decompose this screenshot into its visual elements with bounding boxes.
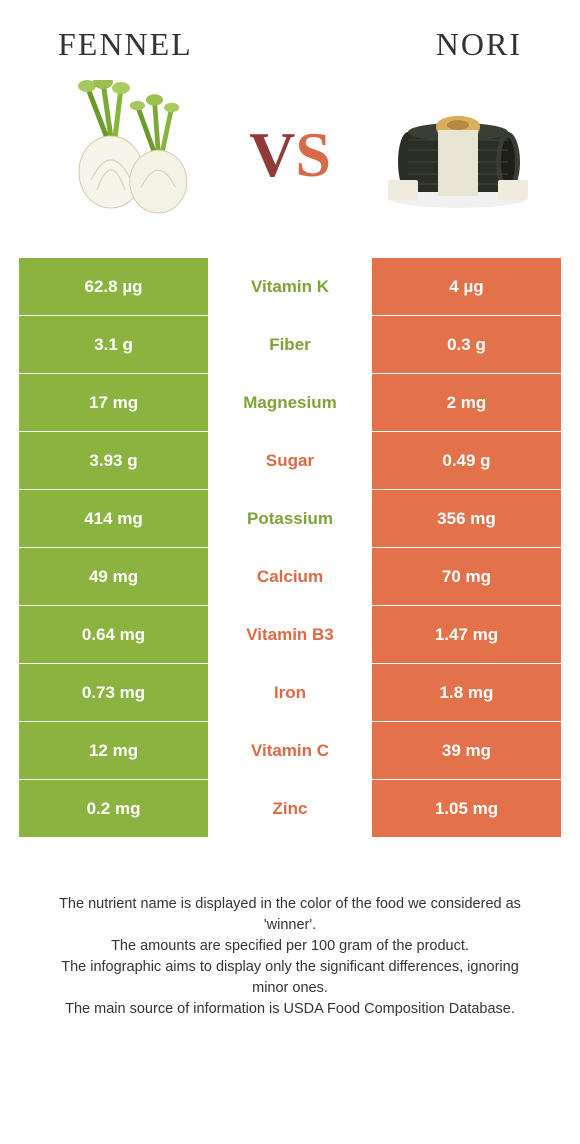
table-row: 414 mgPotassium356 mg — [19, 490, 562, 548]
footer-line-2: The amounts are specified per 100 gram o… — [44, 936, 536, 957]
footer-line-4: The main source of information is USDA F… — [44, 999, 536, 1020]
nutrient-label: Zinc — [209, 780, 372, 838]
right-value: 4 µg — [371, 258, 561, 316]
table-row: 12 mgVitamin C39 mg — [19, 722, 562, 780]
left-value: 62.8 µg — [19, 258, 209, 316]
nutrient-label: Vitamin B3 — [209, 606, 372, 664]
nutrient-label: Vitamin K — [209, 258, 372, 316]
nutrient-label: Vitamin C — [209, 722, 372, 780]
right-value: 39 mg — [371, 722, 561, 780]
left-value: 0.73 mg — [19, 664, 209, 722]
nutrient-label: Fiber — [209, 316, 372, 374]
left-value: 0.2 mg — [19, 780, 209, 838]
left-value: 0.64 mg — [19, 606, 209, 664]
left-value: 17 mg — [19, 374, 209, 432]
vs-label: VS — [249, 118, 331, 192]
nutrient-label: Magnesium — [209, 374, 372, 432]
right-title: NORI — [436, 26, 522, 63]
table-row: 0.64 mgVitamin B31.47 mg — [19, 606, 562, 664]
left-value: 3.93 g — [19, 432, 209, 490]
left-value: 414 mg — [19, 490, 209, 548]
left-title: FENNEL — [58, 26, 193, 63]
table-row: 3.1 gFiber0.3 g — [19, 316, 562, 374]
right-value: 1.47 mg — [371, 606, 561, 664]
table-row: 0.73 mgIron1.8 mg — [19, 664, 562, 722]
left-value: 3.1 g — [19, 316, 209, 374]
footer-line-3: The infographic aims to display only the… — [44, 957, 536, 999]
right-value: 70 mg — [371, 548, 561, 606]
fennel-icon — [42, 80, 202, 230]
table-row: 0.2 mgZinc1.05 mg — [19, 780, 562, 838]
title-row: FENNEL NORI — [18, 18, 562, 69]
footer-notes: The nutrient name is displayed in the co… — [18, 838, 562, 1020]
left-value: 49 mg — [19, 548, 209, 606]
vs-s: S — [295, 119, 331, 190]
nutrient-label: Sugar — [209, 432, 372, 490]
table-row: 17 mgMagnesium2 mg — [19, 374, 562, 432]
nutrient-label: Iron — [209, 664, 372, 722]
image-row: VS — [18, 69, 562, 257]
right-value: 2 mg — [371, 374, 561, 432]
right-value: 1.8 mg — [371, 664, 561, 722]
nutrient-label: Calcium — [209, 548, 372, 606]
footer-line-1: The nutrient name is displayed in the co… — [44, 894, 536, 936]
vs-v: V — [249, 119, 295, 190]
nori-image — [368, 75, 548, 235]
right-value: 1.05 mg — [371, 780, 561, 838]
comparison-table: 62.8 µgVitamin K4 µg3.1 gFiber0.3 g17 mg… — [18, 257, 562, 838]
fennel-image — [32, 75, 212, 235]
left-value: 12 mg — [19, 722, 209, 780]
table-row: 62.8 µgVitamin K4 µg — [19, 258, 562, 316]
right-value: 356 mg — [371, 490, 561, 548]
table-row: 3.93 gSugar0.49 g — [19, 432, 562, 490]
nutrient-label: Potassium — [209, 490, 372, 548]
nori-icon — [378, 80, 538, 230]
right-value: 0.3 g — [371, 316, 561, 374]
table-row: 49 mgCalcium70 mg — [19, 548, 562, 606]
right-value: 0.49 g — [371, 432, 561, 490]
